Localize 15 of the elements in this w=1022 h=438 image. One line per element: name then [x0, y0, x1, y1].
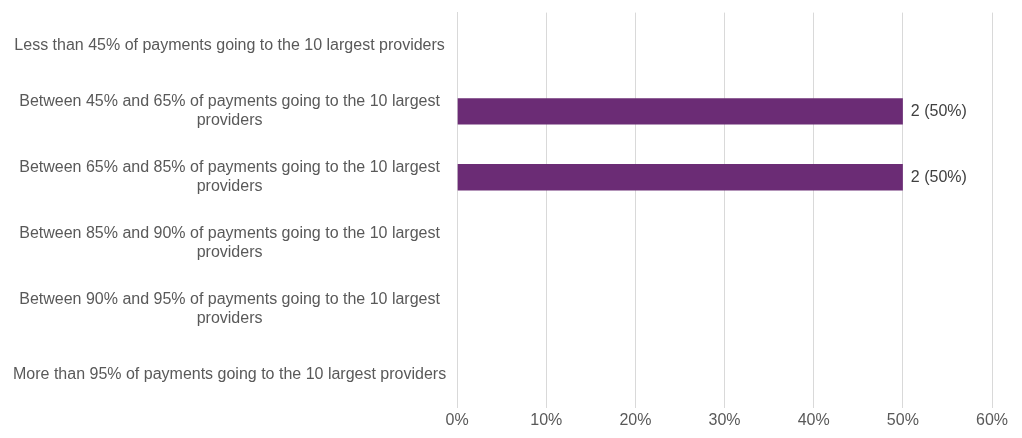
- x-tick-label: 10%: [530, 410, 563, 428]
- x-tick-label: 50%: [886, 410, 919, 428]
- x-tick-label: 0%: [445, 410, 469, 428]
- y-tick-label: Between 85% and 90% of payments going to the 10 largest providers: [19, 223, 441, 261]
- y-tick-label: Between 45% and 65% of payments going to the 10 largest providers: [19, 92, 441, 129]
- x-tick-label: 60%: [975, 410, 1009, 428]
- x-tick-label: 20%: [619, 410, 652, 428]
- y-tick-label: Between 90% and 95% of payments going to the 10 largest providers: [19, 289, 441, 327]
- y-tick-label: Less than 45% of payments going to the 10 largest providers: [14, 35, 445, 53]
- data-label: 2 (50%): [910, 167, 967, 185]
- y-tick-label: More than 95% of payments going to the 10 largest providers: [13, 365, 447, 383]
- x-tick-label: 40%: [797, 410, 830, 428]
- data-label: 2 (50%): [910, 101, 967, 119]
- y-tick-label: Between 65% and 85% of payments going to the 10 largest providers: [19, 158, 441, 195]
- x-tick-label: 30%: [708, 410, 741, 428]
